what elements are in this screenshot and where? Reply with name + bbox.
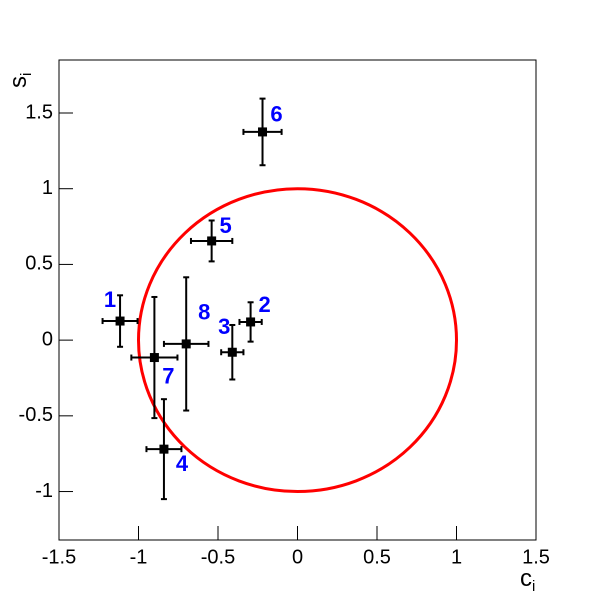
point-label: 8 — [198, 300, 210, 325]
y-axis-label: si — [5, 73, 35, 88]
x-tick-label: 0.5 — [363, 546, 391, 568]
y-tick-label: -1 — [35, 480, 53, 502]
point-label: 3 — [218, 314, 230, 339]
marker — [246, 317, 256, 327]
x-tick-label: -1.5 — [42, 546, 76, 568]
point-label: 2 — [258, 292, 270, 317]
y-tick-label: 1.5 — [25, 101, 53, 123]
y-tick-label: 0.5 — [25, 253, 53, 275]
marker — [227, 347, 237, 357]
point-label: 1 — [104, 287, 116, 312]
x-tick-label: -0.5 — [201, 546, 235, 568]
x-tick-label: -1 — [130, 546, 148, 568]
marker — [207, 236, 217, 246]
x-tick-label: 1.5 — [522, 546, 550, 568]
x-tick-label: 1 — [451, 546, 462, 568]
y-label-sub: i — [18, 73, 35, 76]
x-axis-label: ci — [520, 565, 535, 595]
marker — [258, 127, 268, 137]
marker — [115, 316, 125, 326]
point-label: 4 — [176, 451, 189, 476]
y-tick-label: 0 — [42, 328, 53, 350]
marker — [149, 353, 159, 363]
point-label: 6 — [270, 102, 282, 127]
marker — [159, 444, 169, 454]
x-tick-label: 0 — [292, 546, 303, 568]
marker — [181, 339, 191, 349]
y-tick-label: 1 — [42, 177, 53, 199]
x-label-main: c — [520, 565, 532, 592]
unit-circle — [137, 187, 458, 494]
point-label: 7 — [162, 363, 174, 388]
y-label-main: s — [5, 76, 32, 88]
x-label-sub: i — [532, 578, 535, 595]
y-tick-label: -0.5 — [19, 404, 53, 426]
point-label: 5 — [220, 213, 232, 238]
